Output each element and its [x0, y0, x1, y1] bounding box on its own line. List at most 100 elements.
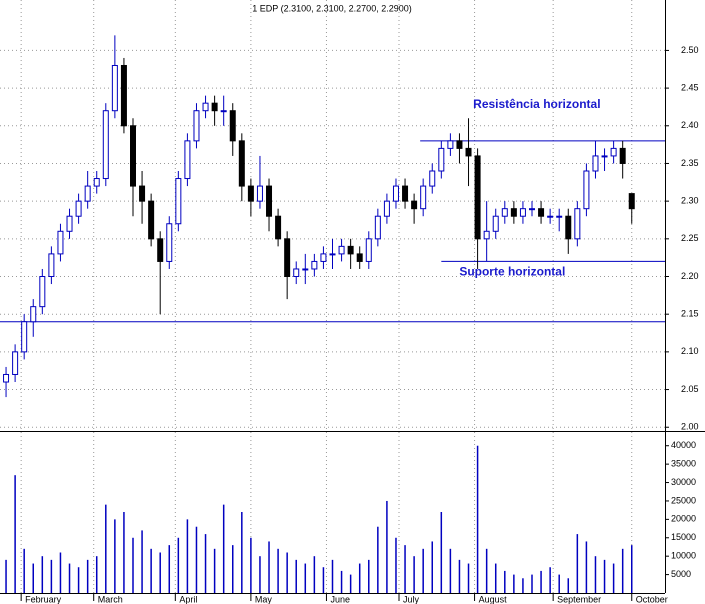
candle-body	[483, 230, 490, 240]
y-tick-label: 2.05	[681, 384, 699, 394]
volume-bar	[440, 512, 443, 593]
candle-body	[111, 64, 118, 112]
volume-bar	[150, 548, 152, 593]
y-tick-label: 2.30	[681, 196, 699, 206]
y-tick-label: 2.20	[681, 271, 699, 281]
volume-bar	[567, 578, 570, 593]
volume-bar	[540, 570, 542, 593]
volume-bar	[612, 563, 615, 593]
volume-bar	[621, 548, 624, 593]
candle-body	[565, 215, 572, 240]
candle-body	[157, 238, 164, 262]
volume-bar	[204, 534, 207, 593]
candle-body	[311, 260, 318, 270]
volume-bar	[349, 574, 352, 593]
candle-body	[601, 155, 608, 158]
candle-body	[247, 185, 254, 202]
volume-bar	[603, 559, 606, 593]
candle-body	[556, 215, 563, 218]
candle-body	[420, 185, 427, 210]
candle-body	[383, 200, 390, 217]
volume-bar	[413, 556, 415, 593]
candle-body	[619, 147, 626, 164]
candle-body	[392, 185, 399, 202]
y2-tick-label: 25000	[671, 495, 696, 505]
candle-body	[465, 147, 472, 157]
candle-body	[374, 215, 381, 240]
candle-body	[574, 208, 581, 240]
y-tick-label: 2.50	[681, 45, 699, 55]
candle-body	[592, 155, 599, 172]
volume-bar	[504, 570, 506, 593]
candle-body	[510, 208, 517, 217]
candle-body	[411, 200, 418, 210]
volume-bar	[404, 545, 406, 593]
volume-bar	[5, 559, 7, 593]
volume-bar	[186, 519, 189, 593]
volume-bar	[522, 578, 524, 593]
volume-bar	[132, 537, 134, 593]
volume-bar	[195, 526, 198, 593]
volume-bar	[105, 504, 107, 593]
y-tick-label: 2.15	[681, 309, 699, 319]
volume-bar	[295, 559, 297, 593]
y2-tick-label: 20000	[671, 514, 696, 524]
volume-bar	[368, 559, 370, 593]
candle-body	[347, 245, 354, 255]
candle-body	[402, 185, 409, 202]
volume-bar	[241, 512, 243, 593]
volume-bar	[449, 548, 452, 593]
candle-body	[48, 253, 55, 278]
volume-bar	[458, 559, 461, 593]
volume-bar	[358, 563, 361, 593]
candle-body	[184, 140, 191, 180]
volume-bar	[86, 559, 89, 593]
volume-bar	[177, 537, 180, 593]
candle-body	[130, 125, 136, 187]
candle-body	[275, 215, 282, 240]
volume-bar	[431, 541, 433, 593]
x-tick-label: February	[25, 594, 62, 604]
candle-body	[456, 140, 463, 149]
volume-bar	[213, 548, 216, 593]
y-tick-label: 2.00	[681, 422, 699, 432]
volume-bar	[141, 530, 143, 593]
x-tick-label: April	[179, 594, 197, 604]
volume-bar	[340, 570, 343, 593]
candle-body	[610, 147, 617, 157]
y2-tick-label: 35000	[671, 459, 696, 469]
volume-bar	[277, 548, 279, 593]
volume-bar	[386, 500, 388, 593]
y2-tick-label: 15000	[671, 532, 696, 542]
x-tick-label: September	[557, 594, 601, 604]
volume-bar	[168, 545, 171, 593]
candle-body	[211, 102, 218, 112]
volume-bar	[159, 552, 161, 593]
volume-bar	[95, 556, 98, 593]
candle-body	[166, 223, 173, 262]
volume-bar	[594, 556, 597, 593]
volume-bar	[631, 545, 633, 593]
y2-tick-label: 40000	[671, 440, 696, 450]
y-tick-label: 2.35	[681, 158, 699, 168]
volume-bar	[23, 548, 25, 593]
candle-body	[302, 268, 309, 271]
volume-bar	[286, 552, 288, 593]
candle-body	[139, 185, 146, 202]
candle-body	[583, 170, 590, 210]
volume-bar	[422, 548, 424, 593]
volume-bar	[331, 559, 334, 593]
volume-bar	[123, 512, 125, 593]
volume-bar	[531, 574, 533, 593]
volume-bar	[259, 556, 261, 593]
volume-bar	[232, 545, 234, 593]
x-tick-label: October	[636, 594, 668, 604]
volume-bar	[485, 548, 488, 593]
candle-body	[429, 170, 436, 187]
candle-body	[148, 200, 155, 240]
candle-body	[284, 238, 291, 278]
volume-bar	[41, 556, 44, 593]
candle-body	[320, 253, 327, 262]
y-tick-label: 2.40	[681, 120, 699, 130]
